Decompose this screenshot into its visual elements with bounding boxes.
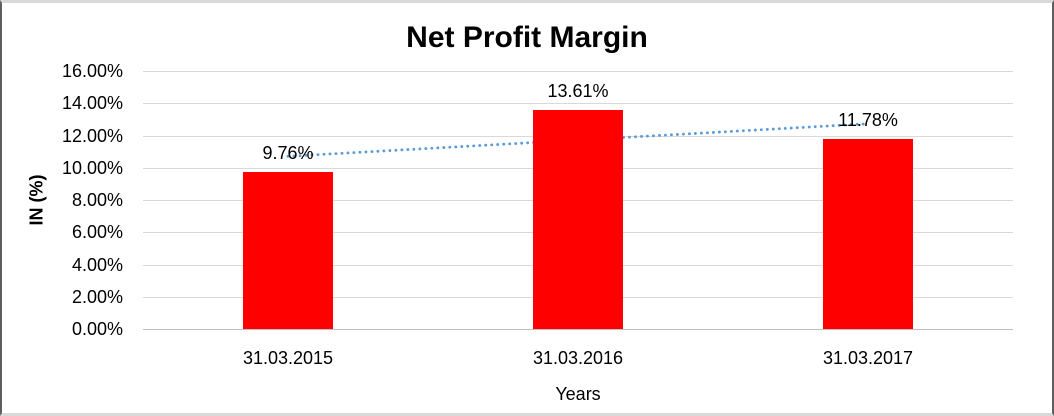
- y-tick-label: 2.00%: [71, 287, 123, 307]
- trendline-dotted: [286, 122, 870, 158]
- x-tick-label: 31.03.2015: [242, 348, 334, 368]
- gridline: [143, 71, 1013, 72]
- y-tick-label: 6.00%: [71, 222, 123, 242]
- x-axis-title: Years: [555, 384, 601, 404]
- y-tick-label: 12.00%: [61, 126, 123, 146]
- bar: [823, 139, 913, 329]
- chart-title: Net Profit Margin: [406, 21, 648, 54]
- bar: [243, 172, 333, 329]
- bar: [533, 110, 623, 329]
- x-axis-line: [143, 329, 1013, 330]
- y-tick-label: 4.00%: [71, 255, 123, 275]
- bar-value-label: 9.76%: [262, 143, 314, 163]
- bar-value-label: 13.61%: [547, 81, 609, 101]
- y-tick-label: 16.00%: [61, 61, 123, 81]
- x-tick-label: 31.03.2016: [532, 348, 624, 368]
- gridline: [143, 103, 1013, 104]
- y-tick-label: 14.00%: [61, 93, 123, 113]
- y-tick-label: 10.00%: [61, 158, 123, 178]
- y-tick-label: 8.00%: [71, 190, 123, 210]
- x-tick-label: 31.03.2017: [822, 348, 914, 368]
- bar-value-label: 11.78%: [838, 110, 898, 130]
- y-tick-label: 0.00%: [71, 319, 123, 339]
